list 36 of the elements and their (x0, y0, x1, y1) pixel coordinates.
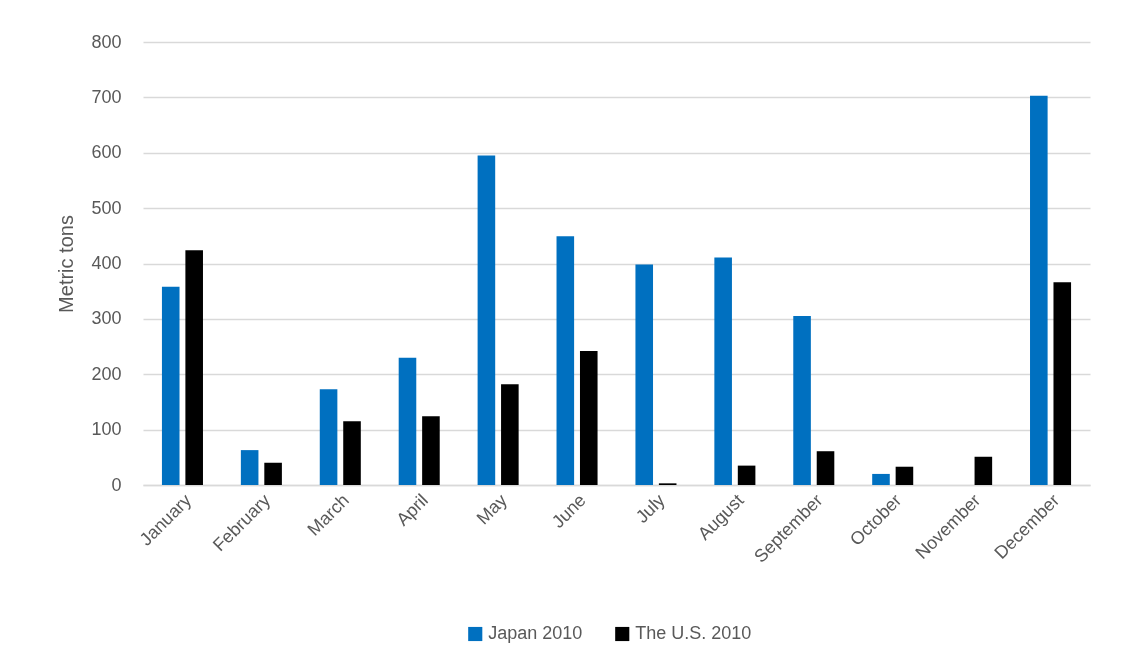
bar (477, 155, 496, 485)
y-tick-label: 800 (91, 31, 122, 52)
x-tick-label: May (472, 490, 511, 529)
bar (737, 465, 756, 485)
bar (1030, 95, 1048, 485)
bar (185, 250, 203, 485)
bar (579, 350, 598, 485)
x-tick-label: July (631, 490, 669, 527)
bar (793, 316, 811, 485)
y-tick-label: 100 (91, 419, 122, 440)
y-tick-label: 200 (91, 363, 122, 384)
bar (895, 466, 914, 485)
bar (816, 451, 835, 485)
bar (635, 264, 654, 485)
y-tick-label: 400 (91, 253, 122, 273)
bar (422, 416, 440, 485)
bar (319, 389, 338, 485)
bar (872, 473, 890, 485)
bar (264, 462, 282, 485)
bar (501, 384, 519, 485)
legend-label: The U.S. 2010 (635, 623, 752, 643)
y-tick-label: 700 (91, 86, 122, 107)
bar (161, 286, 180, 485)
bar (556, 236, 575, 485)
bar (398, 357, 417, 485)
legend-label: Japan 2010 (488, 623, 583, 643)
y-axis-title: Metric tons (55, 215, 78, 313)
bar (343, 421, 361, 485)
y-tick-label: 500 (91, 197, 122, 218)
bar (240, 450, 259, 485)
bar (1053, 282, 1072, 485)
y-tick-label: 300 (91, 308, 122, 329)
y-tick-label: 0 (111, 474, 122, 495)
bar (974, 456, 993, 485)
bar (714, 257, 732, 485)
y-tick-label: 600 (91, 142, 122, 163)
